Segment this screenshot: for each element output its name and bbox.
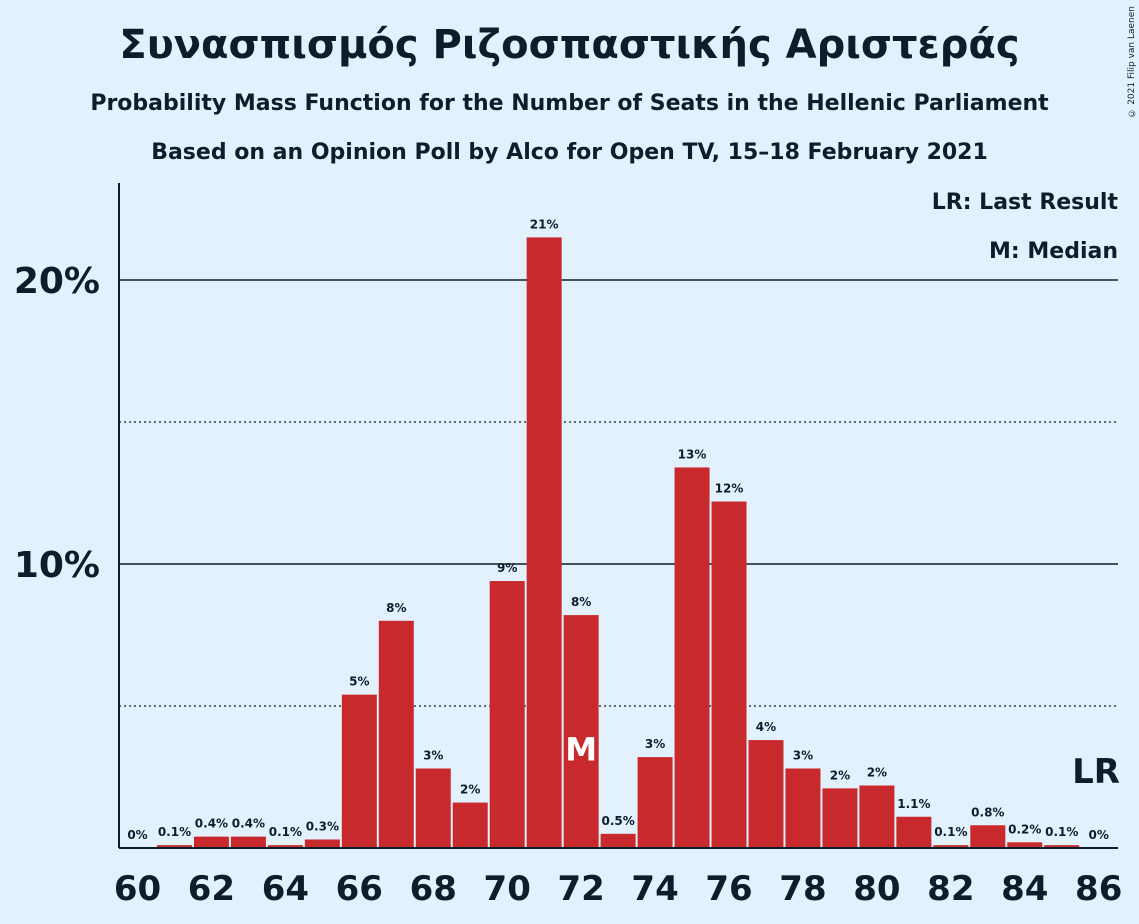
x-axis-ticks: 60 62 64 66 68 70 72 74 76 78 80 82 84 86 xyxy=(114,869,1123,909)
x-tick-label: 84 xyxy=(1001,869,1048,909)
bar-label-80: 2% xyxy=(867,766,887,780)
bar-label-70: 9% xyxy=(497,561,517,575)
x-tick-label: 62 xyxy=(188,869,235,909)
bar-75 xyxy=(674,467,710,848)
bar-label-78: 3% xyxy=(793,748,813,762)
bar-72 xyxy=(563,615,599,848)
bar-74 xyxy=(637,757,673,848)
grid-lines xyxy=(119,279,1118,707)
x-tick-label: 66 xyxy=(336,869,383,909)
bar-label-61: 0.1% xyxy=(158,825,191,839)
value-labels: 0% 0.1% 0.4% 0.4% 0.1% 0.3% 5% 8% 3% 2% 9% 21% 8% M 0.… xyxy=(127,217,1109,842)
bar-label-66: 5% xyxy=(349,675,369,689)
bar-66 xyxy=(341,694,377,848)
bar-79 xyxy=(822,788,858,848)
bar-61 xyxy=(156,845,192,848)
bar-62 xyxy=(193,836,229,848)
median-marker: M xyxy=(565,731,597,769)
bar-64 xyxy=(267,845,303,848)
x-tick-label: 72 xyxy=(557,869,604,909)
chart-title: Συνασπισμός Ριζοσπαστικής Αριστεράς xyxy=(119,22,1020,68)
bar-67 xyxy=(378,620,414,848)
bar-label-77: 4% xyxy=(756,720,776,734)
legend-last-result: LR: Last Result xyxy=(932,190,1119,215)
y-tick-label: 20% xyxy=(14,261,100,302)
x-tick-label: 70 xyxy=(484,869,531,909)
bar-label-64: 0.1% xyxy=(269,825,302,839)
bar-84 xyxy=(1007,842,1043,848)
x-tick-label: 80 xyxy=(853,869,900,909)
bar-label-60: 0% xyxy=(127,828,147,842)
bar-label-79: 2% xyxy=(830,768,850,782)
bar-label-62: 0.4% xyxy=(195,817,228,831)
x-tick-label: 86 xyxy=(1075,869,1122,909)
x-tick-label: 74 xyxy=(631,869,678,909)
bar-73 xyxy=(600,833,636,848)
bar-65 xyxy=(304,839,340,848)
x-tick-label: 60 xyxy=(114,869,161,909)
last-result-marker: LR xyxy=(1072,752,1120,792)
bar-label-74: 3% xyxy=(645,737,665,751)
bar-label-84: 0.2% xyxy=(1008,822,1041,836)
bar-label-75: 13% xyxy=(678,447,707,461)
bar-label-85: 0.1% xyxy=(1045,825,1078,839)
bar-78 xyxy=(785,768,821,848)
bar-70 xyxy=(489,581,525,848)
chart-source: Based on an Opinion Poll by Alco for Ope… xyxy=(151,140,988,165)
y-tick-label: 10% xyxy=(14,545,100,586)
bar-80 xyxy=(859,785,895,848)
bar-83 xyxy=(970,825,1006,848)
x-tick-label: 64 xyxy=(262,869,309,909)
bar-label-63: 0.4% xyxy=(232,817,265,831)
bar-76 xyxy=(711,501,747,848)
bar-77 xyxy=(748,740,784,848)
bar-label-68: 3% xyxy=(423,748,443,762)
bar-label-69: 2% xyxy=(460,783,480,797)
bar-68 xyxy=(415,768,451,848)
bar-71 xyxy=(526,237,562,848)
x-tick-label: 76 xyxy=(705,869,752,909)
bar-82 xyxy=(933,845,969,848)
bar-81 xyxy=(896,816,932,848)
bar-label-73: 0.5% xyxy=(601,814,634,828)
bar-85 xyxy=(1044,845,1080,848)
bar-label-81: 1.1% xyxy=(897,797,930,811)
legend-median: M: Median xyxy=(989,239,1118,264)
bar-69 xyxy=(452,802,488,848)
bar-63 xyxy=(230,836,266,848)
bar-label-76: 12% xyxy=(715,482,744,496)
y-axis-ticks: 10% 20% xyxy=(14,261,100,586)
bar-label-86: 0% xyxy=(1089,828,1109,842)
bar-label-82: 0.1% xyxy=(934,825,967,839)
bar-label-72: 8% xyxy=(571,595,591,609)
x-tick-label: 82 xyxy=(927,869,974,909)
chart-subtitle: Probability Mass Function for the Number… xyxy=(90,91,1049,116)
bar-label-67: 8% xyxy=(386,601,406,615)
bar-label-65: 0.3% xyxy=(306,819,339,833)
x-tick-label: 78 xyxy=(779,869,826,909)
x-tick-label: 68 xyxy=(410,869,457,909)
bar-label-83: 0.8% xyxy=(971,805,1004,819)
bar-label-71: 21% xyxy=(530,217,559,231)
bars xyxy=(156,237,1080,848)
